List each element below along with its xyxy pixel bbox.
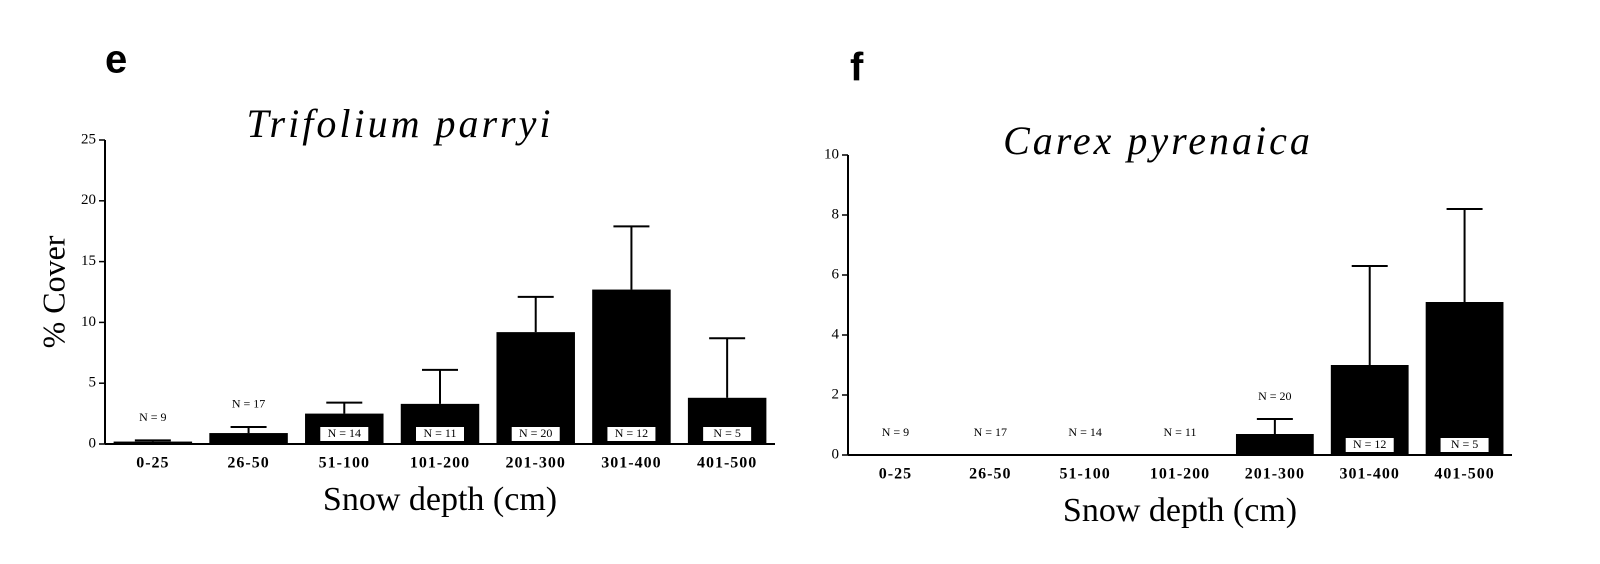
annotation: N = 17 (232, 397, 265, 411)
x-axis-label: Snow depth (cm) (323, 481, 557, 518)
bar (592, 289, 671, 444)
y-tick-label: 0 (832, 446, 840, 462)
x-tick-label: 101-200 (1150, 466, 1210, 483)
y-tick-label: 5 (89, 375, 97, 391)
y-tick-label: 25 (81, 131, 96, 147)
x-axis-label: Snow depth (cm) (1063, 492, 1297, 529)
annotation-box (1345, 438, 1394, 452)
y-tick-label: 20 (81, 192, 96, 208)
x-tick-label: 26-50 (969, 466, 1011, 483)
bar (209, 433, 288, 444)
bar (496, 332, 575, 444)
x-tick-label: 301-400 (601, 455, 661, 472)
x-tick-label: 401-500 (1434, 466, 1494, 483)
annotation: N = 9 (139, 410, 166, 424)
annotation-box (320, 427, 369, 441)
y-tick-label: 6 (832, 266, 840, 282)
annotation: N = 20 (519, 426, 552, 440)
annotation: N = 12 (615, 426, 648, 440)
y-tick-label: 8 (832, 206, 840, 222)
panel-label: e (105, 38, 127, 82)
annotation: N = 20 (1258, 389, 1291, 403)
x-tick-label: 51-100 (319, 455, 370, 472)
y-tick-label: 0 (89, 435, 97, 451)
chart-title: Carex pyrenaica (1003, 118, 1313, 163)
y-tick-label: 4 (832, 326, 840, 342)
annotation: N = 5 (713, 426, 740, 440)
annotation: N = 9 (882, 425, 909, 439)
annotation: N = 12 (1353, 437, 1386, 451)
annotation-box (416, 427, 464, 441)
bar (113, 441, 193, 444)
annotation: N = 17 (974, 425, 1007, 439)
bar (1425, 302, 1504, 455)
annotation: N = 5 (1451, 437, 1478, 451)
annotation: N = 14 (1068, 425, 1101, 439)
x-tick-label: 301-400 (1340, 466, 1400, 483)
x-tick-label: 101-200 (410, 455, 470, 472)
x-tick-label: 0-25 (879, 466, 912, 483)
x-tick-label: 0-25 (136, 455, 169, 472)
annotation-box (703, 427, 752, 441)
annotation: N = 11 (1164, 425, 1197, 439)
panel-label: f (850, 46, 864, 90)
annotation-box (1440, 438, 1489, 452)
y-tick-label: 10 (824, 146, 839, 162)
x-tick-label: 26-50 (227, 455, 269, 472)
x-tick-label: 51-100 (1059, 466, 1110, 483)
y-tick-label: 15 (81, 253, 96, 269)
annotation-box (607, 427, 656, 441)
y-tick-label: 2 (832, 386, 840, 402)
x-tick-label: 401-500 (697, 455, 757, 472)
y-tick-label: 10 (81, 314, 96, 330)
x-tick-label: 201-300 (1245, 466, 1305, 483)
bar (1235, 434, 1314, 455)
x-tick-label: 201-300 (506, 455, 566, 472)
annotation-box (511, 427, 560, 441)
annotation: N = 14 (328, 426, 361, 440)
y-axis-label: % Cover (35, 235, 71, 348)
annotation: N = 11 (424, 426, 457, 440)
chart-title: Trifolium parryi (247, 101, 554, 146)
